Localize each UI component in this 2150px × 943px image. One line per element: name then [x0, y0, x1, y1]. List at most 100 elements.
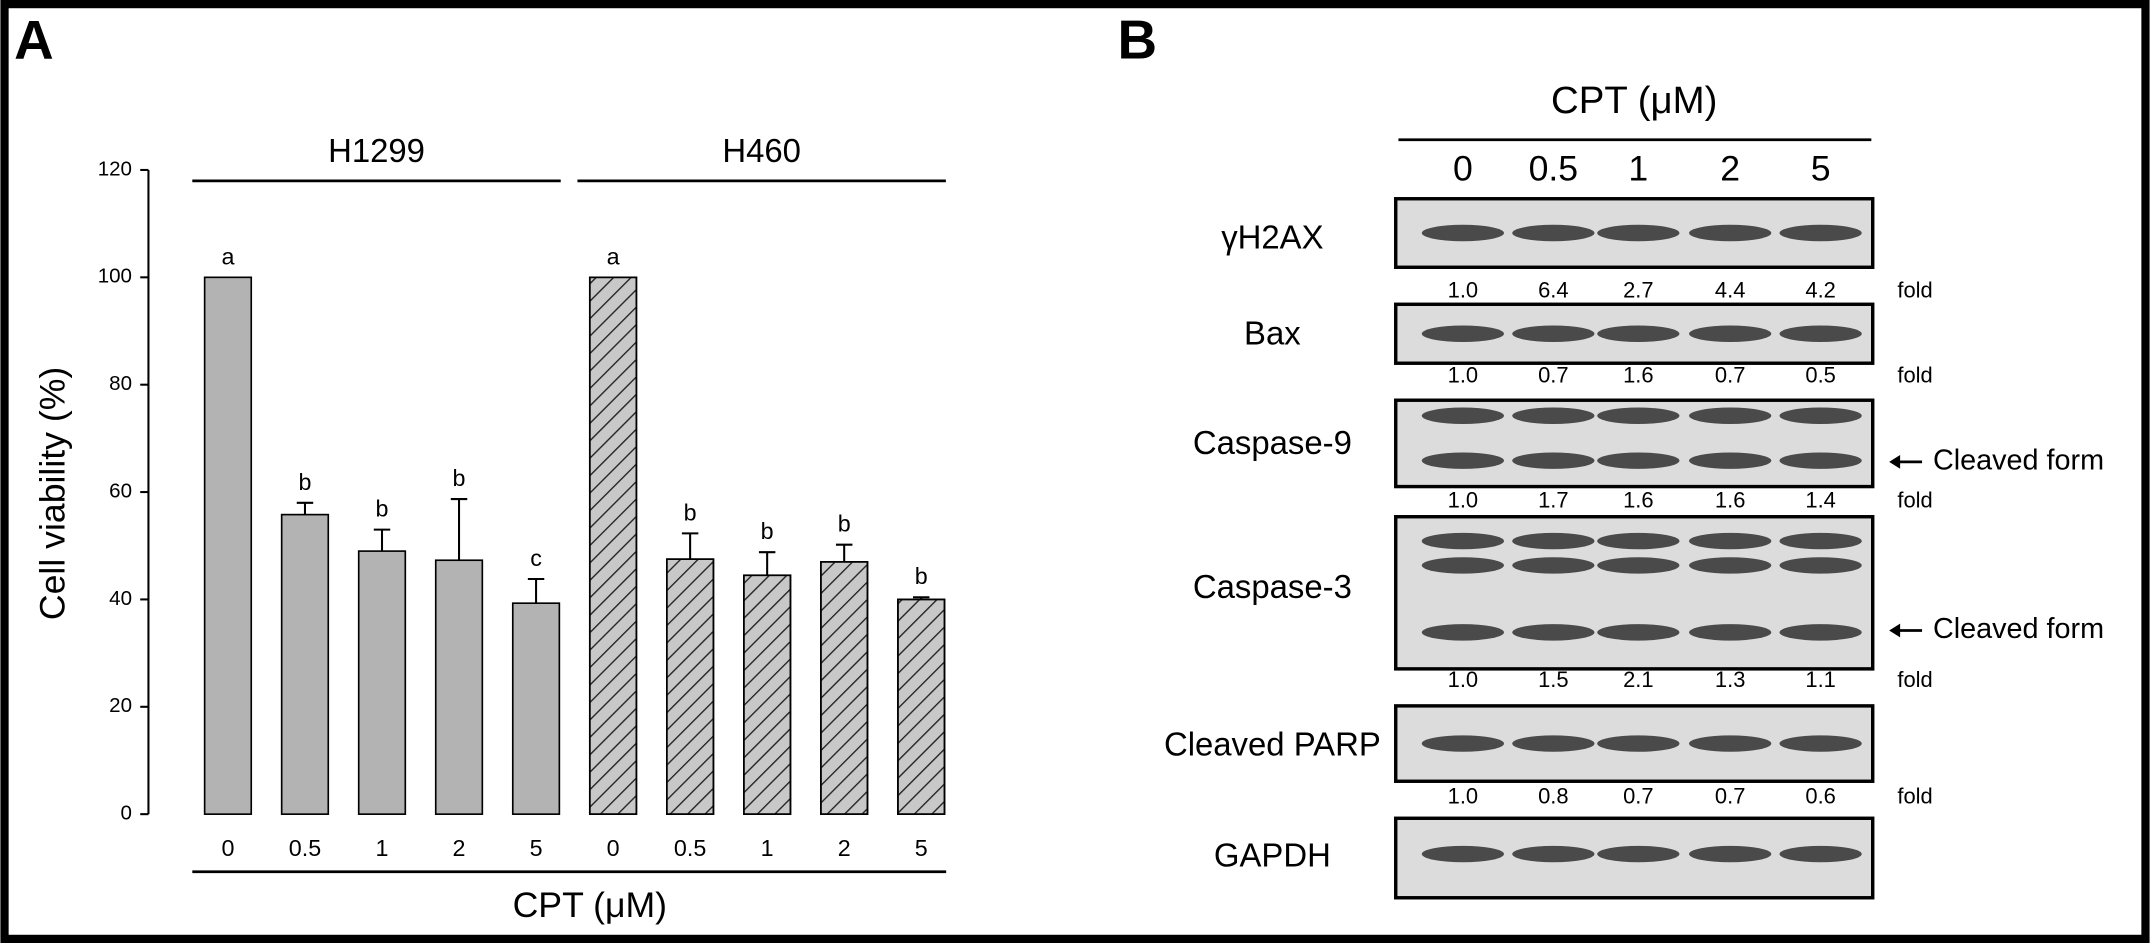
x-tick-label: 5 — [915, 835, 928, 861]
blot-band — [1512, 407, 1595, 424]
blot-band — [1421, 532, 1505, 550]
blot-band — [1779, 452, 1862, 469]
blot-band — [1597, 224, 1680, 242]
blot-band — [1779, 407, 1862, 424]
fold-value: 1.6 — [1715, 487, 1745, 512]
lane-label: 1 — [1628, 149, 1648, 189]
x-tick-label: 0.5 — [289, 835, 321, 861]
fold-label: fold — [1897, 487, 1932, 512]
fold-value: 1.6 — [1623, 363, 1653, 388]
x-tick-label: 0.5 — [674, 835, 706, 861]
blot-band — [1512, 325, 1595, 342]
significance-letter: c — [530, 545, 542, 571]
significance-letter: b — [376, 496, 389, 522]
group-label: H460 — [722, 132, 801, 169]
blot-band — [1421, 557, 1505, 574]
fold-value: 1.7 — [1538, 487, 1568, 512]
blot-title: CPT (μM) — [1551, 79, 1717, 122]
lane-label: 2 — [1720, 149, 1740, 189]
blot-band — [1597, 452, 1680, 469]
significance-letter: b — [298, 469, 311, 495]
row-label: Cleaved PARP — [1164, 726, 1381, 763]
y-tick-label: 120 — [98, 157, 132, 180]
blot-band — [1689, 452, 1772, 469]
x-tick-label: 2 — [838, 835, 851, 861]
fold-value: 0.7 — [1715, 363, 1745, 388]
y-tick-label: 80 — [109, 372, 132, 395]
panel-label: A — [14, 8, 54, 70]
significance-letter: a — [607, 243, 620, 269]
bar-hatch — [666, 558, 715, 815]
fold-value: 1.0 — [1448, 363, 1478, 388]
bar — [357, 550, 407, 815]
row-label: γH2AX — [1221, 219, 1323, 256]
fold-value: 4.4 — [1715, 278, 1745, 303]
blot-band — [1597, 532, 1680, 550]
blot-band — [1597, 624, 1680, 641]
y-tick-label: 20 — [109, 694, 132, 717]
significance-letter: b — [838, 511, 851, 537]
fold-value: 1.0 — [1448, 667, 1478, 692]
y-tick-label: 40 — [109, 587, 132, 610]
significance-letter: a — [221, 243, 234, 269]
row-label: Caspase-9 — [1193, 424, 1352, 461]
annotation: Cleaved form — [1933, 445, 2104, 477]
blot-band — [1779, 557, 1862, 574]
x-tick-label: 1 — [761, 835, 774, 861]
significance-letter: b — [761, 518, 774, 544]
y-tick-label: 0 — [121, 802, 132, 825]
blot-band — [1421, 407, 1505, 424]
blot-band — [1421, 224, 1505, 242]
blot-band — [1689, 557, 1772, 574]
lane-label: 0 — [1453, 149, 1473, 189]
blot-band — [1512, 532, 1595, 550]
fold-value: 6.4 — [1538, 278, 1568, 303]
blot-band — [1512, 624, 1595, 641]
blot-band — [1779, 845, 1862, 863]
row-label: Bax — [1244, 314, 1301, 351]
fold-label: fold — [1897, 667, 1932, 692]
blot-band — [1689, 407, 1772, 424]
bar-hatch — [743, 574, 792, 815]
blot-band — [1597, 735, 1680, 752]
fold-value: 0.6 — [1805, 784, 1835, 809]
y-tick-label: 100 — [98, 265, 132, 288]
x-axis-label: CPT (μM) — [513, 885, 667, 925]
arrow-head — [1889, 623, 1901, 638]
bar — [511, 602, 561, 815]
fold-value: 0.8 — [1538, 784, 1568, 809]
lane-label: 0.5 — [1529, 149, 1579, 189]
blot-band — [1421, 325, 1505, 342]
blot-band — [1597, 407, 1680, 424]
blot-band — [1689, 325, 1772, 342]
blot-band — [1421, 735, 1505, 752]
significance-letter: b — [453, 465, 466, 491]
blot-band — [1512, 557, 1595, 574]
blot-band — [1689, 845, 1772, 863]
lane-label: 5 — [1811, 149, 1831, 189]
blot-band — [1421, 845, 1505, 863]
blot-band — [1512, 452, 1595, 469]
fold-value: 1.0 — [1448, 487, 1478, 512]
blot-band — [1689, 735, 1772, 752]
fold-value: 1.0 — [1448, 784, 1478, 809]
blot-band — [1421, 452, 1505, 469]
blot-band — [1512, 845, 1595, 863]
x-tick-label: 0 — [221, 835, 234, 861]
row-label: Caspase-3 — [1193, 568, 1352, 605]
blot-band — [1779, 224, 1862, 242]
blot-band — [1779, 532, 1862, 550]
fold-value: 2.7 — [1623, 278, 1653, 303]
blot-band — [1779, 735, 1862, 752]
blot-band — [1689, 532, 1772, 550]
group-label: H1299 — [328, 132, 425, 169]
fold-label: fold — [1897, 363, 1932, 388]
fold-value: 1.4 — [1805, 487, 1835, 512]
x-tick-label: 2 — [453, 835, 466, 861]
blot-band — [1779, 325, 1862, 342]
fold-value: 1.1 — [1805, 667, 1835, 692]
fold-value: 1.3 — [1715, 667, 1745, 692]
y-tick-label: 60 — [109, 479, 132, 502]
blot-band — [1689, 224, 1772, 242]
